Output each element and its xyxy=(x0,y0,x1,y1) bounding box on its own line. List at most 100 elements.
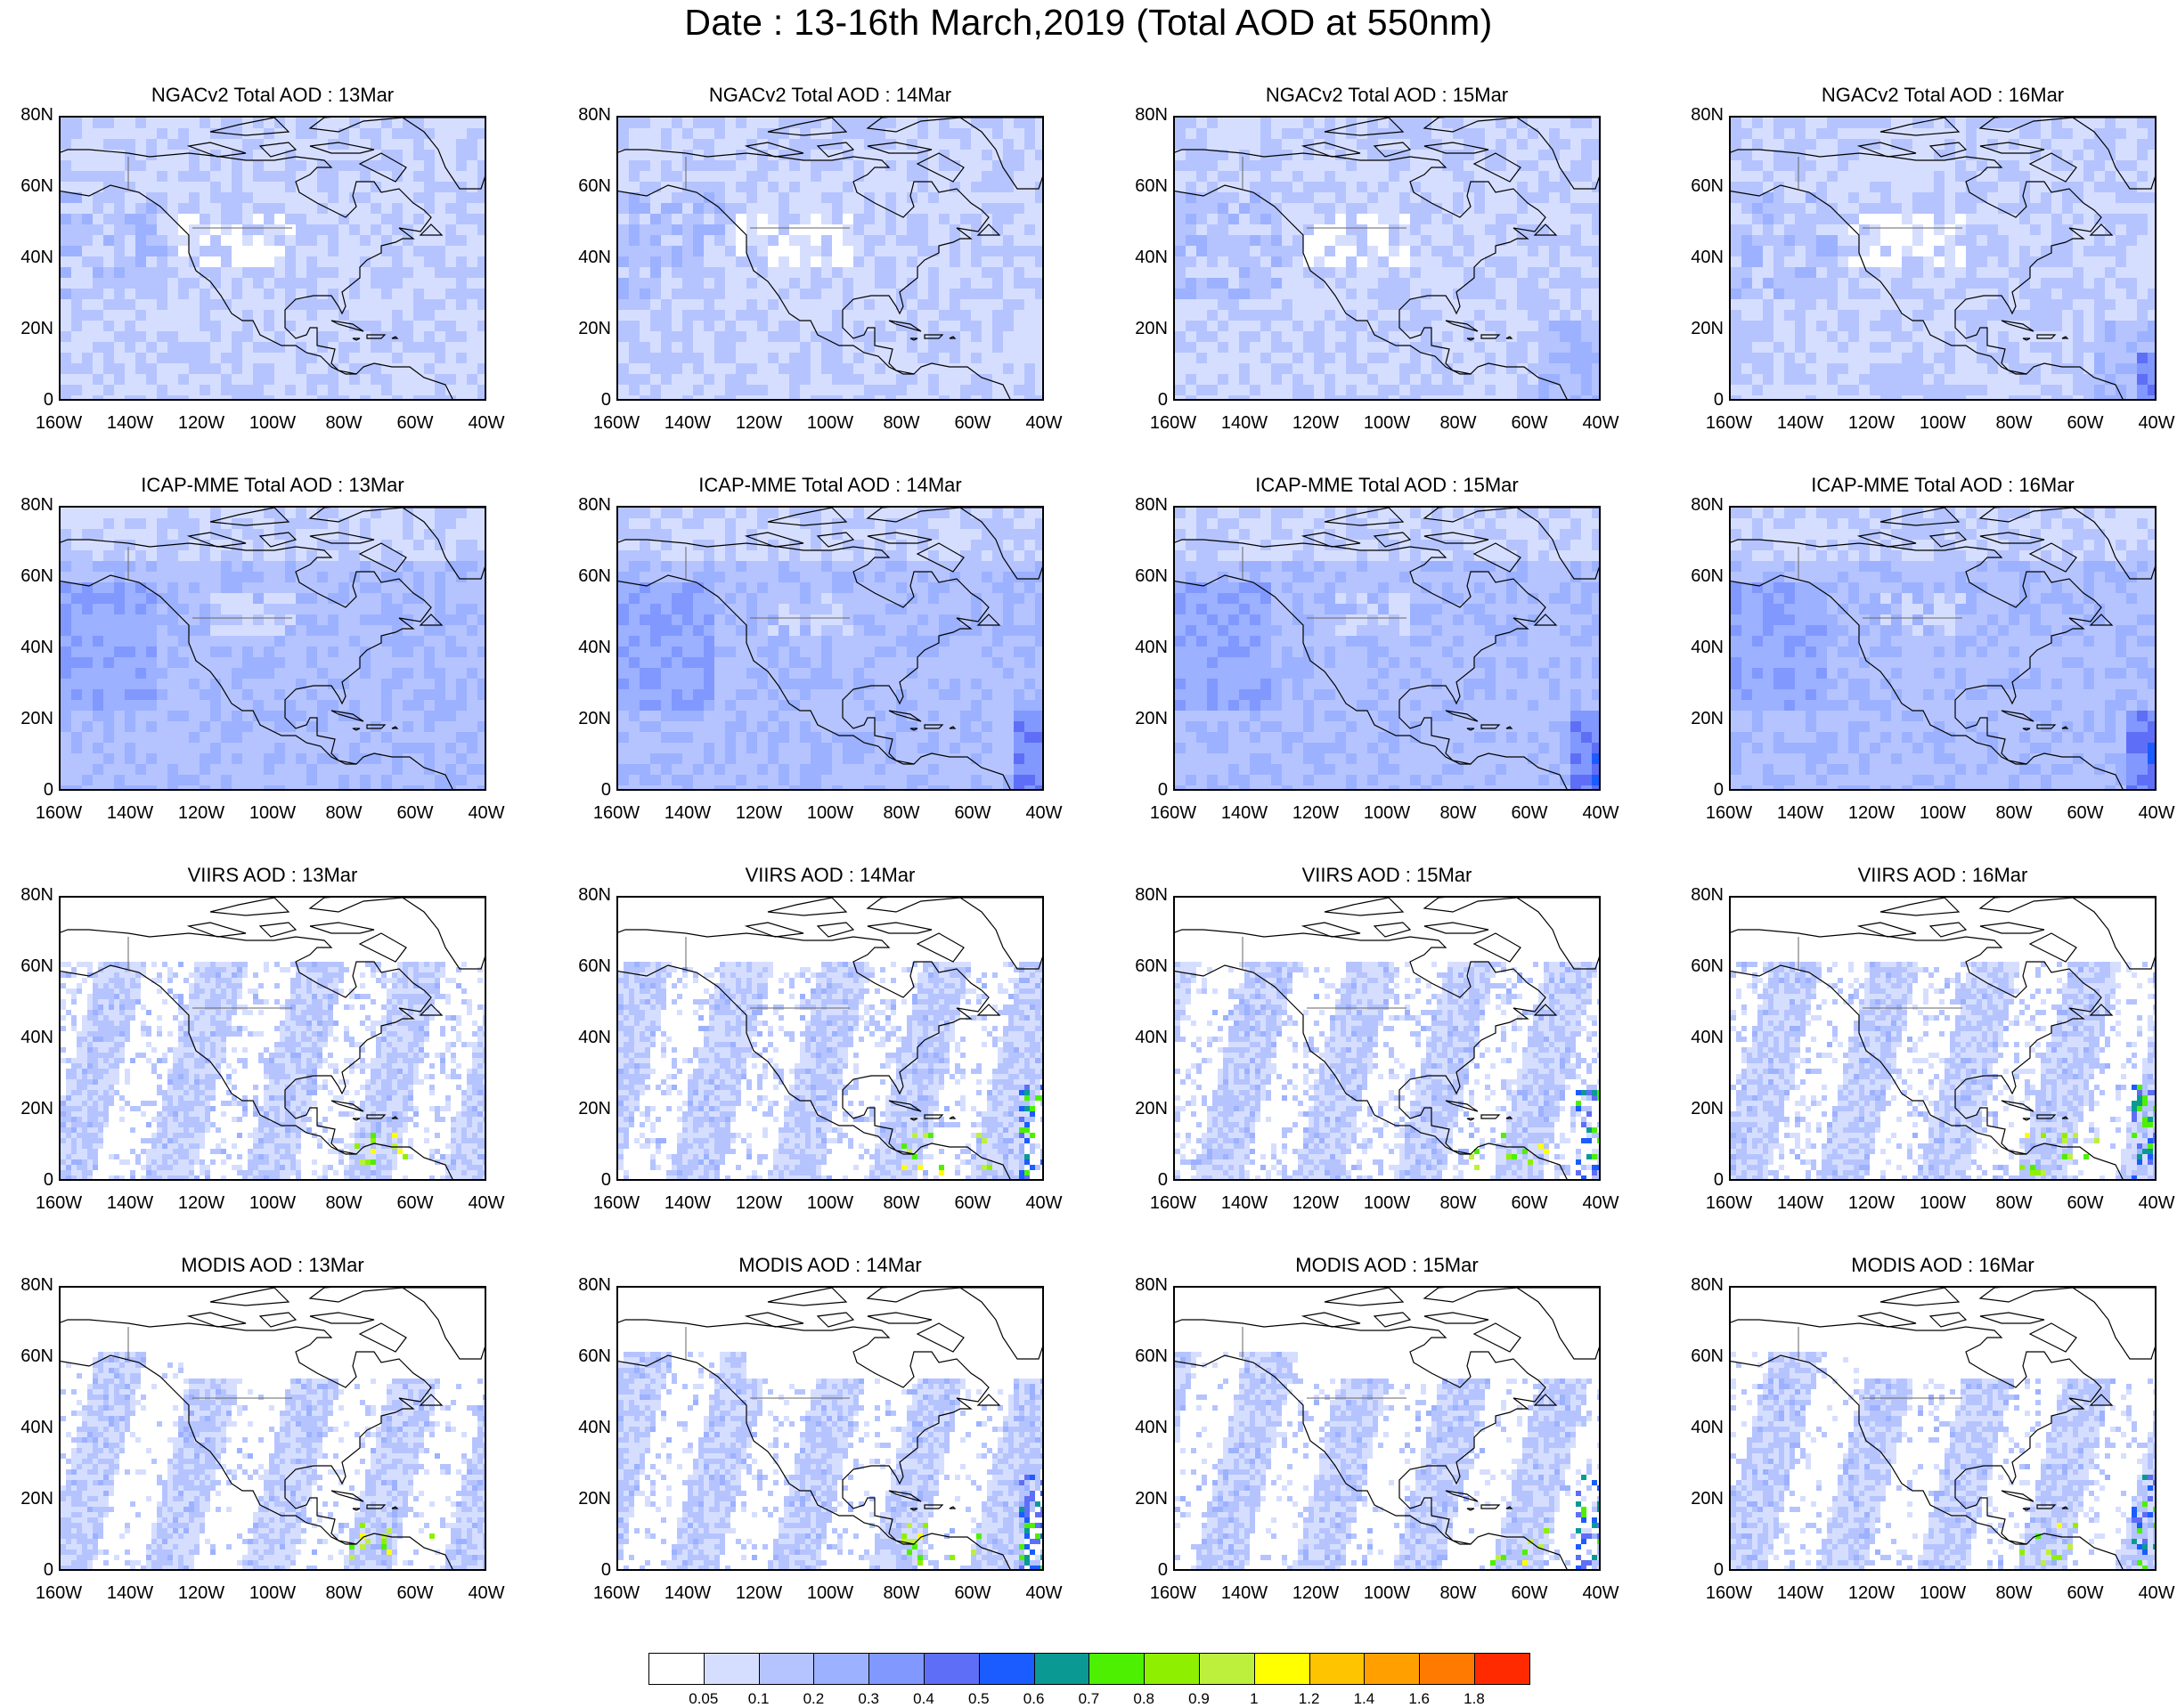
aod-cell xyxy=(928,267,939,278)
aod-cell xyxy=(2116,267,2126,278)
aod-cell xyxy=(221,625,232,636)
aod-cell xyxy=(1378,118,1389,128)
aod-cell xyxy=(960,342,971,353)
aod-cell xyxy=(167,321,178,331)
aod-cell xyxy=(114,289,125,299)
aod-cell xyxy=(746,385,757,395)
aod-cell xyxy=(1282,118,1292,128)
aod-cell xyxy=(93,246,103,256)
aod-cell xyxy=(371,160,381,171)
aod-cell xyxy=(1282,299,1292,310)
aod-cell xyxy=(939,331,950,342)
aod-cell xyxy=(672,385,682,395)
aod-cell xyxy=(125,342,135,353)
aod-cell xyxy=(2137,139,2148,150)
aod-cell xyxy=(1175,214,1186,224)
aod-cell xyxy=(1838,363,1848,374)
aod-cell xyxy=(779,353,789,363)
aod-cell xyxy=(296,540,306,550)
aod-cell xyxy=(371,310,381,321)
aod-cell xyxy=(682,246,693,256)
aod-cell xyxy=(1506,118,1517,128)
aod-cell xyxy=(467,529,477,540)
aod-cell xyxy=(392,395,403,399)
aod-cell xyxy=(1228,321,1239,331)
aod-cell xyxy=(2116,160,2126,171)
aod-cell xyxy=(1827,278,1838,289)
aod-cell xyxy=(200,550,210,561)
aod-cell xyxy=(1816,321,1827,331)
aod-cell xyxy=(682,192,693,203)
aod-cell xyxy=(1549,256,1560,267)
aod-cell xyxy=(1998,256,2009,267)
aod-cell xyxy=(413,561,424,572)
aod-cell xyxy=(296,310,306,321)
aod-cell xyxy=(146,668,157,679)
aod-cell xyxy=(306,614,317,625)
aod-cell xyxy=(2116,310,2126,321)
aod-cell xyxy=(200,182,210,192)
island-outline xyxy=(1324,118,1405,136)
aod-cell xyxy=(392,171,403,182)
aod-cell xyxy=(885,385,896,395)
aod-cell xyxy=(114,331,125,342)
aod-cell xyxy=(1795,246,1806,256)
aod-cell xyxy=(200,139,210,150)
aod-cell xyxy=(296,289,306,299)
aod-cell xyxy=(1175,128,1186,139)
aod-cell xyxy=(2073,246,2083,256)
aod-cell xyxy=(146,614,157,625)
aod-cell xyxy=(1902,342,1912,353)
aod-cell xyxy=(125,529,135,540)
island-outline xyxy=(958,118,1042,190)
aod-cell xyxy=(1474,192,1485,203)
aod-cell xyxy=(467,299,477,310)
aod-cell xyxy=(939,278,950,289)
aod-cell xyxy=(2083,310,2094,321)
aod-cell xyxy=(843,224,853,235)
aod-cell xyxy=(971,160,982,171)
aod-cell xyxy=(1003,353,1014,363)
aod-cell xyxy=(650,128,661,139)
aod-cell xyxy=(746,160,757,171)
aod-cell xyxy=(125,224,135,235)
aod-cell xyxy=(71,636,82,647)
aod-cell xyxy=(1474,182,1485,192)
aod-cell xyxy=(1239,214,1250,224)
aod-cell xyxy=(296,171,306,182)
aod-cell xyxy=(1816,224,1827,235)
aod-cell xyxy=(1292,118,1303,128)
aod-cell xyxy=(960,118,971,128)
aod-cell xyxy=(210,246,221,256)
aod-cell xyxy=(1474,214,1485,224)
aod-cell xyxy=(1795,256,1806,267)
aod-cell xyxy=(242,385,253,395)
aod-cell xyxy=(178,625,189,636)
aod-cell xyxy=(650,256,661,267)
aod-cell xyxy=(853,139,864,150)
aod-cell xyxy=(1848,214,1859,224)
aod-cell xyxy=(1024,203,1035,214)
aod-cell xyxy=(424,118,435,128)
aod-cell xyxy=(1464,385,1474,395)
aod-cell xyxy=(1891,331,1902,342)
aod-cell xyxy=(1389,278,1399,289)
aod-cell xyxy=(157,267,167,278)
aod-cell xyxy=(1549,385,1560,395)
aod-cell xyxy=(178,299,189,310)
aod-cell xyxy=(1955,224,1966,235)
aod-cell xyxy=(896,310,907,321)
aod-cell xyxy=(1827,246,1838,256)
aod-cell xyxy=(2051,235,2062,246)
aod-cell xyxy=(1880,246,1891,256)
aod-cell xyxy=(1464,374,1474,385)
aod-cell xyxy=(1998,342,2009,353)
aod-cell xyxy=(1292,214,1303,224)
aod-cell xyxy=(2051,310,2062,321)
aod-cell xyxy=(2137,374,2148,385)
aod-cell xyxy=(714,310,725,321)
aod-cell xyxy=(413,118,424,128)
aod-cell xyxy=(1923,331,1934,342)
aod-cell xyxy=(103,572,114,582)
aod-cell xyxy=(1592,374,1599,385)
